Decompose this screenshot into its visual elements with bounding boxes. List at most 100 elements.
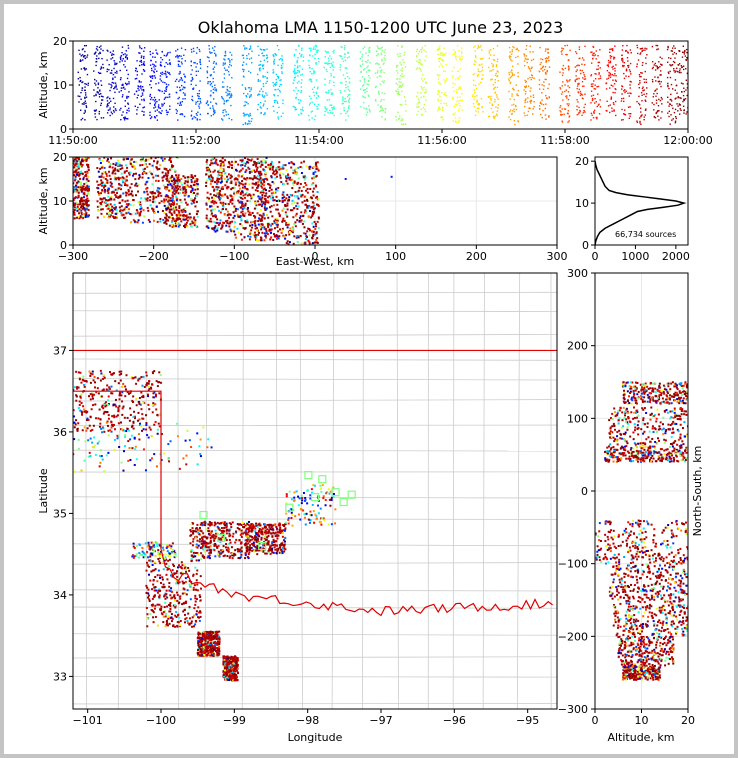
- source-point: [224, 54, 227, 57]
- source-point: [256, 226, 259, 229]
- source-point: [402, 59, 404, 61]
- source-point: [348, 77, 351, 80]
- source-point: [132, 174, 135, 177]
- source-point: [106, 100, 109, 102]
- source-point: [155, 49, 157, 51]
- source-point: [78, 217, 81, 220]
- source-point: [165, 61, 167, 64]
- source-point: [250, 87, 253, 89]
- source-point: [660, 117, 662, 119]
- source-point: [154, 102, 157, 104]
- source-point: [222, 164, 225, 167]
- source-point: [598, 72, 600, 74]
- source-point: [124, 164, 127, 167]
- source-point: [290, 202, 293, 205]
- source-point: [480, 98, 483, 100]
- source-point: [234, 233, 237, 236]
- source-point: [651, 67, 654, 70]
- source-point: [210, 175, 213, 178]
- source-point: [445, 78, 448, 80]
- source-point: [179, 89, 182, 92]
- source-point: [526, 101, 529, 103]
- source-point: [621, 93, 623, 95]
- source-point: [309, 188, 312, 191]
- source-point: [491, 78, 493, 81]
- source-point: [190, 185, 193, 188]
- source-point: [629, 70, 632, 73]
- source-point: [532, 94, 535, 96]
- source-point: [222, 64, 224, 66]
- source-point: [173, 192, 176, 195]
- source-point: [261, 223, 264, 226]
- source-point: [102, 197, 105, 200]
- source-point: [641, 64, 644, 67]
- source-point: [239, 164, 242, 167]
- source-point: [590, 74, 593, 76]
- source-point: [316, 51, 319, 53]
- source-point: [208, 175, 211, 178]
- source-point: [641, 94, 643, 96]
- source-point: [174, 189, 177, 192]
- source-point: [396, 78, 398, 80]
- source-point: [418, 102, 421, 104]
- source-point: [255, 163, 258, 166]
- source-point: [159, 164, 162, 167]
- source-point: [161, 209, 164, 212]
- source-point: [525, 58, 527, 61]
- source-point: [101, 95, 103, 97]
- source-point: [316, 49, 318, 52]
- source-point: [117, 422, 120, 425]
- source-point: [179, 192, 182, 195]
- source-point: [645, 57, 647, 59]
- source-point: [381, 116, 383, 118]
- source-point: [220, 171, 223, 174]
- source-point: [226, 86, 229, 88]
- source-point: [269, 197, 272, 200]
- source-point: [566, 95, 568, 97]
- source-point: [568, 68, 570, 70]
- source-point: [639, 75, 641, 78]
- source-point: [623, 89, 626, 91]
- source-point: [442, 119, 444, 121]
- source-point: [609, 104, 611, 106]
- source-point: [584, 111, 586, 113]
- source-point: [186, 225, 189, 228]
- source-point: [541, 116, 543, 119]
- source-point: [472, 95, 474, 98]
- source-point: [317, 169, 320, 172]
- source-point: [276, 101, 279, 103]
- source-point: [590, 83, 593, 85]
- source-point: [460, 47, 463, 49]
- source-point: [316, 237, 319, 240]
- source-point: [176, 110, 178, 112]
- source-point: [163, 54, 166, 57]
- source-point: [638, 117, 641, 119]
- source-point: [139, 47, 141, 49]
- source-point: [308, 228, 311, 231]
- source-point: [273, 62, 275, 65]
- source-point: [101, 184, 104, 187]
- source-point: [229, 221, 232, 224]
- source-point: [107, 207, 110, 210]
- source-point: [439, 48, 441, 50]
- source-point: [565, 95, 567, 98]
- source-point: [114, 164, 117, 167]
- source-point: [190, 73, 192, 76]
- source-point: [153, 70, 155, 72]
- source-point: [222, 201, 225, 204]
- source-point: [310, 81, 313, 83]
- source-point: [114, 206, 117, 209]
- source-point: [224, 62, 226, 64]
- source-point: [293, 55, 296, 57]
- source-point: [263, 239, 266, 242]
- source-point: [263, 177, 266, 180]
- source-point: [73, 409, 75, 412]
- source-point: [190, 48, 193, 51]
- source-point: [231, 199, 234, 202]
- source-point: [682, 68, 685, 71]
- county-line: [73, 378, 557, 381]
- source-point: [510, 59, 512, 61]
- source-point: [277, 94, 279, 97]
- source-point: [238, 175, 241, 178]
- source-point: [216, 229, 219, 232]
